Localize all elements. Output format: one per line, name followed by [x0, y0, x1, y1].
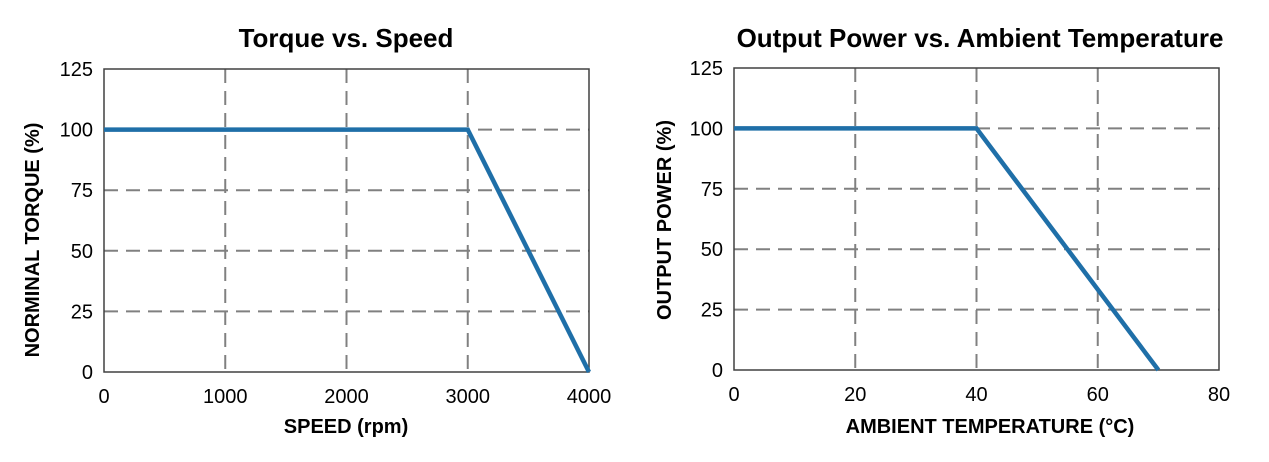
plot-area-frame	[103, 68, 590, 373]
x-tick-label: 3000	[446, 386, 491, 408]
y-tick-label: 0	[712, 360, 723, 382]
y-tick-label: 100	[690, 118, 723, 140]
x-tick-label: 20	[844, 384, 866, 406]
x-axis-label: SPEED (rpm)	[284, 416, 408, 438]
y-tick-label: 75	[71, 180, 93, 202]
y-tick-label: 50	[701, 239, 723, 261]
y-axis-label: OUTPUT POWER (%)	[654, 120, 676, 320]
series-line	[734, 126, 1161, 372]
y-tick-label: 25	[701, 300, 723, 322]
x-tick-label: 4000	[567, 386, 612, 408]
chart-title: Torque vs. Speed	[239, 23, 454, 53]
y-tick-label: 75	[701, 179, 723, 201]
x-tick-label: 0	[728, 384, 739, 406]
chart-title: Output Power vs. Ambient Temperature	[737, 23, 1224, 53]
y-tick-label: 0	[82, 362, 93, 384]
y-tick-label: 125	[60, 59, 93, 81]
x-tick-label: 2000	[324, 386, 369, 408]
y-axis-label: NORMINAL TORQUE (%)	[22, 123, 44, 358]
x-tick-label: 60	[1087, 384, 1109, 406]
plot-area-frame	[733, 67, 1220, 371]
x-tick-label: 40	[965, 384, 987, 406]
y-tick-label: 100	[60, 120, 93, 142]
torque-speed-chart: Torque vs. Speed SPEED (rpm) NORMINAL TO…	[22, 23, 611, 438]
x-tick-label: 1000	[203, 386, 248, 408]
y-tick-label: 125	[690, 58, 723, 80]
y-tick-label: 25	[71, 301, 93, 323]
y-tick-label: 50	[71, 241, 93, 263]
x-tick-label: 0	[98, 386, 109, 408]
x-tick-label: 80	[1208, 384, 1230, 406]
x-axis-label: AMBIENT TEMPERATURE (°C)	[846, 416, 1135, 438]
output-power-temperature-chart: Output Power vs. Ambient Temperature AMB…	[654, 23, 1230, 438]
series-line	[104, 127, 592, 374]
